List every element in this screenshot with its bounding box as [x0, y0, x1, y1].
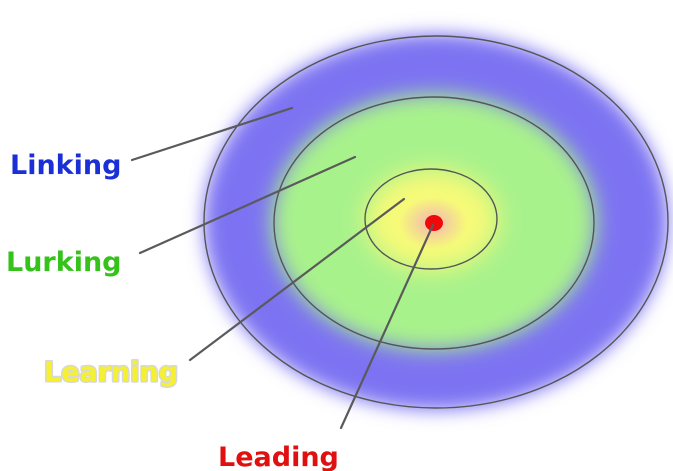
learning-label: Learning: [44, 357, 178, 388]
leading-dot: [425, 215, 443, 231]
leading-label: Leading: [218, 442, 339, 471]
leading-leader-line: [339, 223, 435, 430]
lurking-leader-line: [138, 155, 357, 255]
linking-leader-line: [130, 106, 294, 162]
linking-label: Linking: [10, 150, 121, 181]
lurking-label: Lurking: [6, 247, 122, 278]
lurking-ring-outline: [273, 96, 595, 350]
learning-leader-line: [188, 197, 406, 362]
learning-ring-outline: [364, 168, 498, 270]
linking-ring-outline: [203, 35, 669, 409]
